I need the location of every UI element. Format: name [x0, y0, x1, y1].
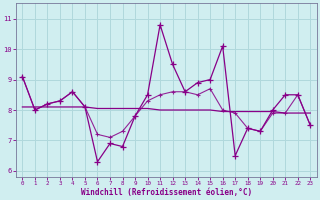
X-axis label: Windchill (Refroidissement éolien,°C): Windchill (Refroidissement éolien,°C) [81, 188, 252, 197]
